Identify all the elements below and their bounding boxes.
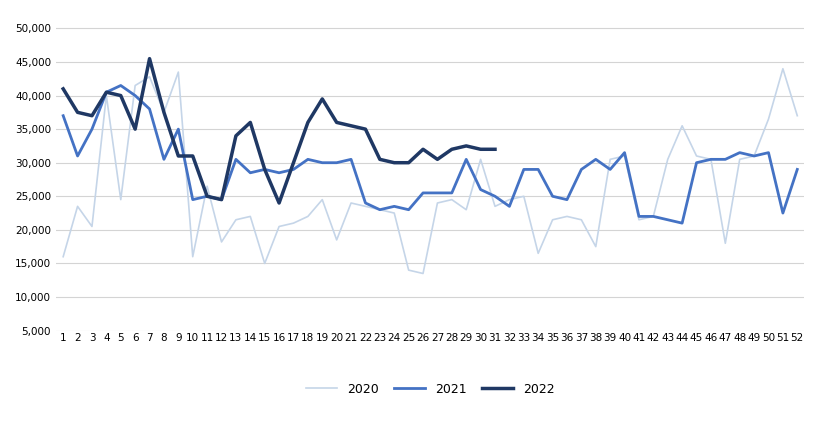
2022: [159, 110, 169, 115]
2021: [332, 160, 342, 165]
2021: [518, 167, 528, 172]
2020: [777, 66, 787, 71]
2021: [58, 113, 68, 118]
2022: [346, 123, 355, 128]
2021: [418, 190, 428, 195]
2021: [547, 194, 557, 199]
2022: [288, 160, 298, 165]
2021: [130, 93, 140, 98]
2022: [374, 157, 384, 162]
2022: [446, 147, 456, 152]
2022: [274, 200, 283, 206]
2022: [260, 167, 269, 172]
2020: [58, 254, 68, 259]
2022: [317, 96, 327, 101]
2022: [389, 160, 399, 165]
2022: [332, 120, 342, 125]
2020: [403, 268, 413, 273]
2020: [791, 113, 801, 118]
2022: [216, 197, 226, 202]
2022: [475, 147, 485, 152]
2020: [418, 271, 428, 276]
Line: 2021: 2021: [63, 86, 796, 223]
2022: [102, 90, 111, 95]
2022: [360, 127, 370, 132]
2022: [130, 127, 140, 132]
2022: [144, 56, 154, 61]
2022: [87, 113, 97, 118]
Line: 2022: 2022: [63, 59, 495, 203]
2022: [403, 160, 413, 165]
2021: [461, 157, 471, 162]
2022: [115, 93, 125, 98]
2022: [231, 133, 241, 138]
2021: [115, 83, 125, 88]
2021: [676, 220, 686, 226]
2020: [115, 197, 125, 202]
2022: [202, 194, 212, 199]
Legend: 2020, 2021, 2022: 2020, 2021, 2022: [301, 378, 559, 401]
2022: [432, 157, 441, 162]
2022: [188, 153, 197, 159]
Line: 2020: 2020: [63, 69, 796, 273]
2022: [245, 120, 255, 125]
2022: [173, 153, 183, 159]
2020: [461, 207, 471, 213]
2020: [317, 197, 327, 202]
2022: [73, 110, 83, 115]
2022: [302, 120, 312, 125]
2022: [58, 86, 68, 91]
2022: [490, 147, 500, 152]
2020: [547, 217, 557, 222]
2021: [791, 167, 801, 172]
2022: [461, 143, 471, 149]
2022: [418, 147, 428, 152]
2020: [518, 194, 528, 199]
